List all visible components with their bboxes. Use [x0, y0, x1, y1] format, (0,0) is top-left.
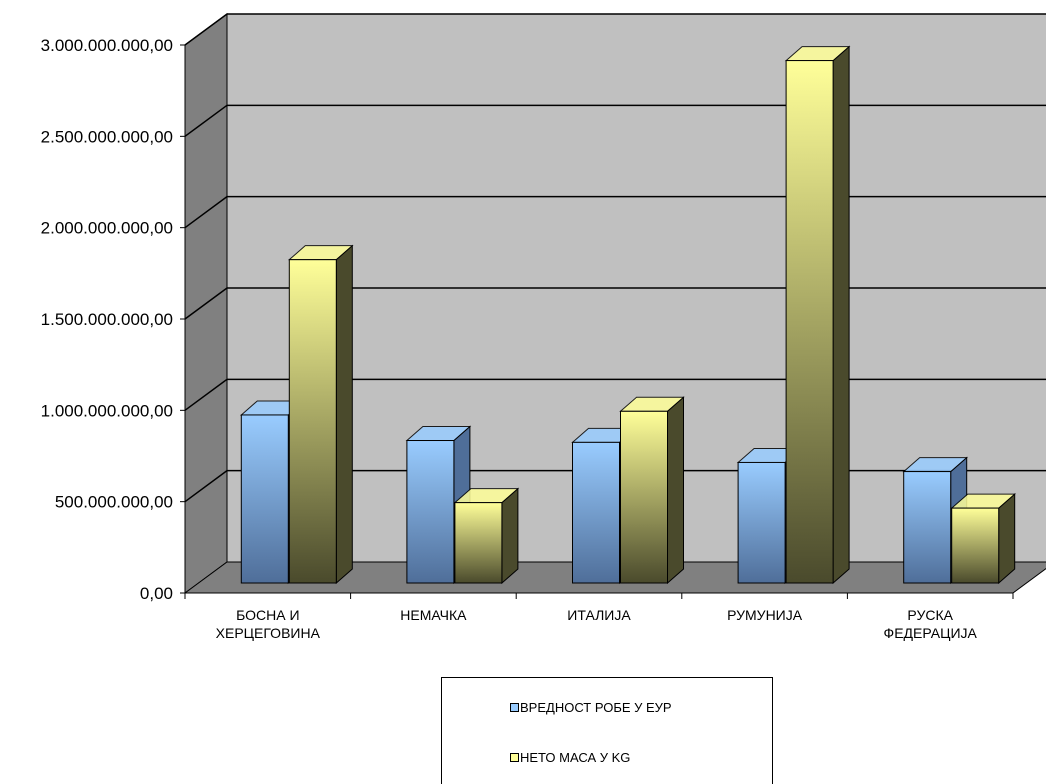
bar: [620, 410, 668, 584]
legend-label-mass: НЕТО МАСА У KG: [520, 750, 631, 765]
bar: [903, 471, 952, 584]
gridline: [184, 13, 1046, 46]
bar: [240, 414, 289, 584]
x-tick-label: ФЕДЕРАЦИЈА: [884, 625, 978, 641]
y-tick-label: 500.000.000,00: [55, 493, 173, 512]
y-tick-label: 2.000.000.000,00: [41, 219, 173, 238]
gridline: [184, 195, 1046, 229]
bar: [288, 259, 337, 584]
bar-side: [832, 45, 850, 585]
bar-side: [667, 396, 684, 585]
y-tick-label: 1.500.000.000,00: [41, 310, 173, 329]
x-tick-label: НЕМАЧКА: [400, 607, 467, 623]
x-tick-label: РУСКА: [907, 607, 953, 623]
bar: [951, 507, 1000, 584]
y-tick-label: 3.000.000.000,00: [41, 36, 173, 55]
legend: ВРЕДНОСТ РОБЕ У ЕУР НЕТО МАСА У KG: [441, 677, 773, 784]
x-tick-label: РУМУНИЈА: [727, 607, 803, 623]
legend-item-mass: НЕТО МАСА У KG: [510, 750, 630, 765]
legend-swatch-value: [510, 703, 519, 712]
y-tick-label: 0,00: [140, 584, 173, 603]
bar-side: [335, 244, 353, 585]
bar-group: [784, 45, 851, 585]
bar: [785, 60, 834, 584]
x-tick-label: ХЕРЦЕГОВИНА: [216, 625, 321, 641]
legend-swatch-mass: [510, 753, 519, 762]
bar-group: [950, 493, 1017, 585]
bar: [737, 461, 786, 584]
gridline: [184, 378, 1046, 411]
bar-chart-3d: 0,00 500.000.000,00 1.000.000.000,00 1.500.…: [41, 13, 1046, 641]
bar: [406, 440, 455, 584]
bar-side: [998, 493, 1016, 585]
bar-group: [453, 487, 520, 585]
bar: [454, 502, 503, 584]
x-tick-label: БОСНА И: [236, 607, 299, 623]
y-tick-label: 1.000.000.000,00: [41, 401, 173, 420]
legend-item-value: ВРЕДНОСТ РОБЕ У ЕУР: [510, 700, 672, 715]
x-tick-label: ИТАЛИЈА: [567, 607, 631, 623]
y-tick-label: 2.500.000.000,00: [41, 127, 173, 146]
bar-side: [501, 487, 519, 585]
legend-label-value: ВРЕДНОСТ РОБЕ У ЕУР: [520, 700, 672, 715]
gridline: [184, 104, 1046, 137]
gridline: [184, 287, 1046, 320]
bar: [572, 441, 620, 584]
bar-group: [619, 396, 685, 585]
bar-group: [287, 244, 354, 585]
